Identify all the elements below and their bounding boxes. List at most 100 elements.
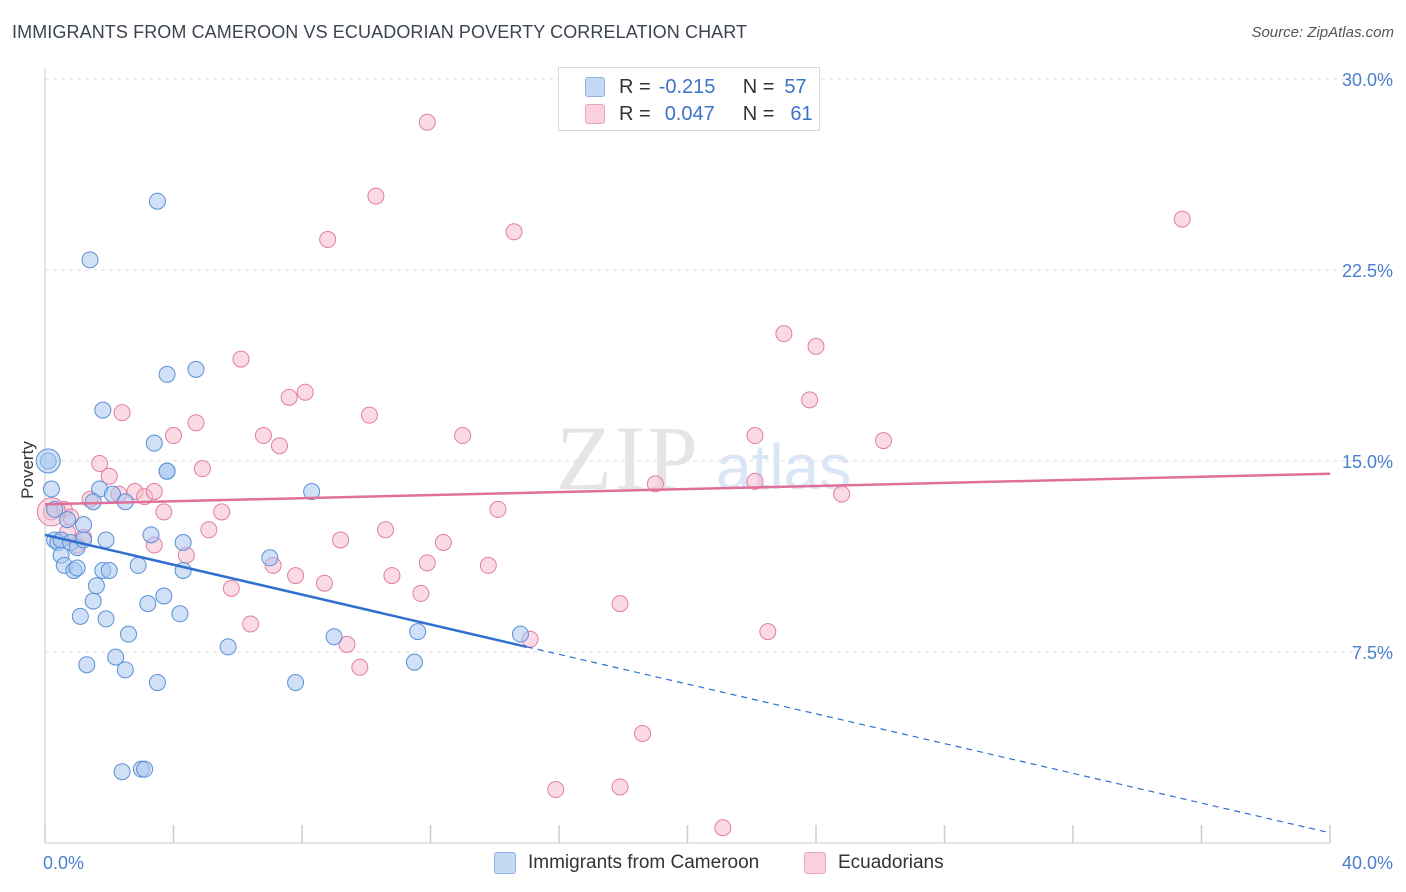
cameroon-point [158,365,176,383]
legend: R = -0.215 N = 57 R = 0.047 N = 61 [558,67,820,131]
x-tick-label-right: 40.0% [1342,853,1393,873]
cameroon-trend-line [44,533,528,649]
cameroon-point [100,562,118,580]
cameroon-point [94,401,112,419]
ecuadorian-point [801,391,819,409]
ecuadorian-point [383,567,401,585]
ecuadorian-point [505,223,523,241]
y-tick-label: 7.5% [1352,643,1393,663]
ecuadorian-point [833,485,851,503]
x-tick-label-left: 0.0% [43,853,84,873]
cameroon-point [219,638,237,656]
cameroon-point [148,674,166,692]
legend-swatch-pink [585,104,605,124]
cameroon-point [71,607,89,625]
ecuadorian-point [200,521,218,539]
cameroon-point [171,605,189,623]
legend-r-value: 0.047 [664,102,715,125]
ecuadorian-point [1173,210,1191,228]
bottom-legend-ecuadorians: Ecuadorians [804,852,944,874]
ecuadorian-point [646,475,664,493]
chart-title: IMMIGRANTS FROM CAMEROON VS ECUADORIAN P… [12,22,748,42]
legend-swatch-blue [585,77,605,97]
ecuadorian-point [319,230,337,248]
ecuadorian-point [360,406,378,424]
legend-n-value: 57 [784,75,807,98]
ecuadorian-point [242,615,260,633]
legend-r-label: R = [619,75,651,98]
cameroon-point [148,192,166,210]
ecuadorian-trend-line [44,472,1331,506]
bottom-legend-label: Immigrants from Cameroon [528,852,760,873]
cameroon-point [261,549,279,567]
ecuadorian-point [187,414,205,432]
ecuadorian-point [746,472,764,490]
ecuadorian-point [759,623,777,641]
cameroon-point [325,628,343,646]
legend-n-value: 61 [790,102,813,125]
ecuadorian-point [351,658,369,676]
cameroon-point [58,511,76,529]
cameroon-point [129,556,147,574]
ecuadorian-point [232,350,250,368]
cameroon-point [116,661,134,679]
cameroon-point [87,577,105,595]
ecuadorian-point [145,483,163,501]
y-tick-label: 15.0% [1342,452,1393,472]
cameroon-point [97,531,115,549]
gridlines [45,78,1392,653]
ecuadorian-point [377,521,395,539]
ecuadorian-point [280,388,298,406]
ecuadorian-point [338,635,356,653]
ecuadorian-point [874,432,892,450]
ecuadorian-point [746,427,764,445]
ecuadorian-point [287,567,305,585]
ecuadorian-point [714,819,732,837]
cameroon-point [81,251,99,269]
cameroon-trend-extension [526,646,1331,834]
cameroon-point [511,625,529,643]
cameroon-point [187,360,205,378]
ecuadorian-point [611,595,629,613]
legend-n-label: N = [742,75,775,98]
ecuadorian-point [412,584,430,602]
cameroon-point [84,493,102,511]
cameroon-point [405,653,423,671]
cameroon-point [287,674,305,692]
trend-lines [44,472,1331,834]
cameroon-point [42,480,60,498]
bottom-legend-swatch-blue [494,852,516,874]
cameroon-point [145,434,163,452]
bottom-legend-swatch-pink [804,852,826,874]
cameroon-point [84,592,102,610]
watermark: ZIP atlas [556,407,851,509]
ecuadorian-point [113,404,131,422]
series-cameroon [35,192,529,781]
cameroon-point [35,448,61,474]
cameroon-point [68,559,86,577]
cameroon-point [409,623,427,641]
ecuadorian-point [222,579,240,597]
legend-r-value: -0.215 [658,75,716,98]
cameroon-point [158,462,176,480]
ecuadorian-point [611,778,629,796]
ecuadorian-point [296,383,314,401]
cameroon-point [75,516,93,534]
cameroon-point [78,656,96,674]
ecuadorian-point [418,554,436,572]
ecuadorian-point [100,467,118,485]
ecuadorian-point [479,556,497,574]
ecuadorian-point [332,531,350,549]
ecuadorian-point [213,503,231,521]
ecuadorian-point [367,187,385,205]
ecuadorian-point [165,427,182,445]
tick-labels: 7.5% 15.0% 22.5% 30.0% 0.0% 40.0% [43,70,1393,873]
legend-n-label: N = [742,102,775,125]
y-axis-label: Poverty [18,441,37,499]
cameroon-point [142,526,160,544]
ecuadorian-point [547,781,565,799]
cameroon-point [174,533,192,551]
ecuadorian-point [489,500,507,518]
ecuadorian-point [193,460,211,478]
